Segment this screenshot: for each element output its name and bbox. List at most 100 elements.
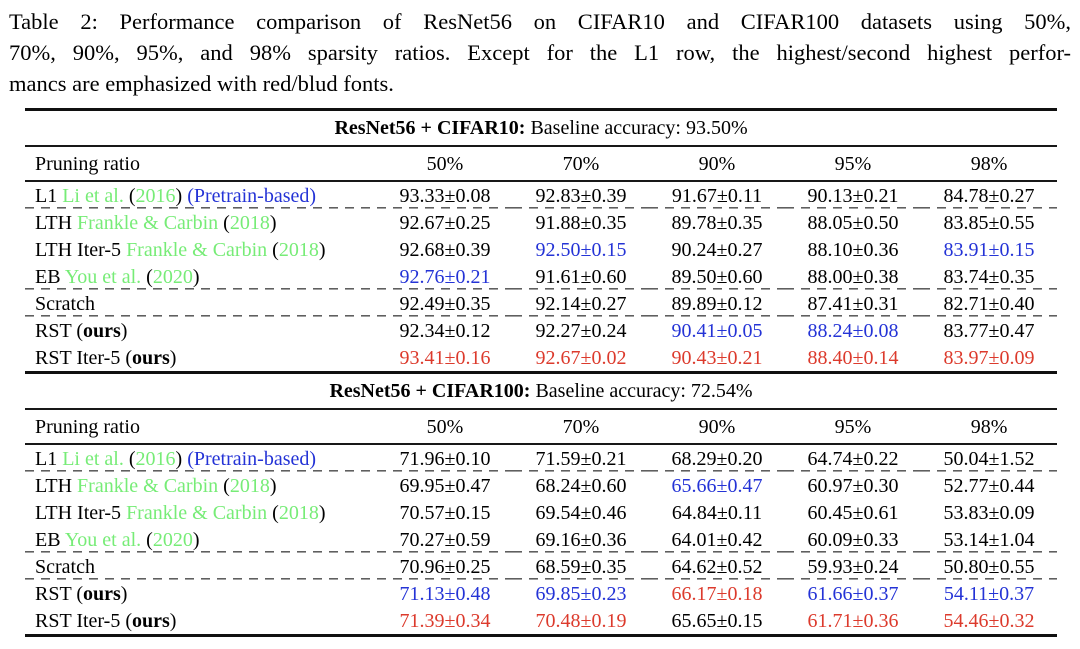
citation-link[interactable]: Frankle & Carbin — [126, 238, 268, 261]
row-label: L1 Li et al. (2016) (Pretrain-based) — [25, 181, 377, 209]
value-cell: 83.97±0.09 — [943, 346, 1035, 369]
row-label-part: ) — [192, 528, 200, 551]
value-cell: 71.13±0.48 — [399, 582, 491, 605]
table-row: L1 Li et al. (2016) (Pretrain-based) 71.9… — [25, 444, 1058, 472]
value-cell: 66.17±0.18 — [671, 582, 763, 605]
row-label-part: RST Iter-5 ( — [35, 346, 132, 369]
citation-link[interactable]: You et al. — [64, 528, 142, 551]
value-cell: 53.14±1.04 — [921, 526, 1058, 553]
value-cell: 88.05±0.50 — [807, 211, 899, 234]
citation-link[interactable]: 2018 — [229, 474, 270, 497]
column-header-row: Pruning ratio 50% 70% 90% 95% 98% — [25, 146, 1058, 182]
table-row: Scratch 70.96±0.25 68.59±0.35 64.62±0.52 59.… — [25, 553, 1058, 580]
value-cell: 90.24±0.27 — [671, 238, 763, 261]
sparsity-column-header: 98% — [921, 409, 1058, 445]
row-label: RST (ours) — [25, 317, 377, 344]
banner-dataset-label: ResNet56 + CIFAR10: — [334, 117, 526, 139]
row-label-part: ours — [82, 319, 121, 342]
value-cell: 54.46±0.32 — [943, 609, 1035, 632]
citation-link[interactable]: Li et al. — [62, 447, 124, 470]
citation-link[interactable]: 2020 — [152, 265, 193, 288]
value-cell: 71.96±0.10 — [377, 444, 513, 472]
row-label-part: ) — [169, 346, 177, 369]
row-label-part: ) — [192, 265, 200, 288]
row-label-part: ( — [218, 474, 230, 497]
banner-dataset-label: ResNet56 + CIFAR100: — [329, 380, 531, 402]
citation-link[interactable]: 2016 — [135, 447, 176, 470]
value-cell: 93.41±0.16 — [399, 346, 491, 369]
value-cell: 90.13±0.21 — [785, 181, 921, 209]
row-label-part: L1 — [35, 447, 63, 470]
value-cell: 65.66±0.47 — [671, 474, 763, 497]
value-cell: 70.57±0.15 — [399, 501, 491, 524]
value-cell: 93.33±0.08 — [377, 181, 513, 209]
row-label-part: Scratch — [35, 555, 95, 578]
row-label: RST (ours) — [25, 580, 377, 607]
row-label-part: LTH — [35, 474, 78, 497]
value-cell: 91.88±0.35 — [535, 211, 627, 234]
row-label-part: ( — [123, 447, 136, 470]
row-label-part: EB — [35, 528, 65, 551]
value-cell: 87.41±0.31 — [785, 290, 921, 317]
citation-link[interactable]: 2018 — [278, 501, 319, 524]
row-label-part: ) — [120, 319, 128, 342]
table-row: LTH Frankle & Carbin (2018) 69.95±0.47 68.… — [25, 472, 1057, 499]
pruning-ratio-label: Pruning ratio — [25, 146, 377, 182]
table-row: RST Iter-5 (ours) 93.41±0.16 92.67±0.02 90.… — [25, 344, 1057, 371]
table-row: RST (ours) 71.13±0.48 69.85±0.23 66.17±0.18… — [25, 580, 1057, 607]
citation-link[interactable]: Li et al. — [62, 184, 124, 207]
row-label-part: ( — [218, 211, 230, 234]
section-banner-cell: ResNet56 + CIFAR10: Baseline accuracy: 9… — [25, 111, 1058, 147]
row-label-part: ) — [120, 582, 128, 605]
sparsity-column-header: 98% — [921, 146, 1058, 182]
value-cell: 83.77±0.47 — [943, 319, 1035, 342]
value-cell: 83.74±0.35 — [921, 263, 1058, 290]
citation-link[interactable]: You et al. — [64, 265, 142, 288]
citation-link[interactable]: (Pretrain-based) — [187, 447, 317, 470]
caption-line-1: Table 2: Performance comparison of ResNe… — [9, 9, 1071, 34]
value-cell: 84.78±0.27 — [921, 181, 1058, 209]
row-label-part: ours — [82, 582, 121, 605]
value-cell: 54.11±0.37 — [943, 582, 1035, 605]
value-cell: 61.66±0.37 — [807, 582, 899, 605]
value-cell: 90.43±0.21 — [671, 346, 763, 369]
row-label-part: LTH Iter-5 — [35, 238, 127, 261]
value-cell: 89.78±0.35 — [671, 211, 763, 234]
citation-link[interactable]: 2018 — [229, 211, 270, 234]
value-cell: 92.67±0.02 — [535, 346, 627, 369]
value-cell: 88.00±0.38 — [785, 263, 921, 290]
section-table-1: ResNet56 + CIFAR10: Baseline accuracy: 9… — [25, 111, 1058, 371]
row-label: EB You et al. (2020) — [25, 263, 377, 290]
row-label-part: ( — [267, 501, 279, 524]
value-cell: 70.96±0.25 — [377, 553, 513, 580]
value-cell: 69.95±0.47 — [399, 474, 491, 497]
citation-link[interactable]: 2020 — [152, 528, 193, 551]
value-cell: 68.29±0.20 — [649, 444, 785, 472]
citation-link[interactable]: Frankle & Carbin — [126, 501, 268, 524]
caption-line-3: mancs are emphasized with red/blud fonts… — [9, 71, 394, 96]
row-label-part: ) — [175, 447, 188, 470]
value-cell: 91.61±0.60 — [513, 263, 649, 290]
row-label-part: EB — [35, 265, 65, 288]
value-cell: 70.27±0.59 — [377, 526, 513, 553]
citation-link[interactable]: Frankle & Carbin — [77, 474, 219, 497]
citation-link[interactable]: 2016 — [135, 184, 176, 207]
citation-link[interactable]: 2018 — [278, 238, 319, 261]
value-cell: 69.54±0.46 — [535, 501, 627, 524]
value-cell: 82.71±0.40 — [921, 290, 1058, 317]
citation-link[interactable]: Frankle & Carbin — [77, 211, 219, 234]
citation-link[interactable]: (Pretrain-based) — [187, 184, 317, 207]
pruning-ratio-label: Pruning ratio — [25, 409, 377, 445]
value-cell: 71.59±0.21 — [513, 444, 649, 472]
row-label: Scratch — [25, 553, 377, 580]
row-label: EB You et al. (2020) — [25, 526, 377, 553]
row-label: LTH Frankle & Carbin (2018) — [25, 472, 377, 499]
row-label-part: RST Iter-5 ( — [35, 609, 132, 632]
row-label: Scratch — [25, 290, 377, 317]
value-cell: 92.68±0.39 — [399, 238, 491, 261]
row-label-part: ) — [318, 238, 326, 261]
value-cell: 92.83±0.39 — [513, 181, 649, 209]
value-cell: 92.76±0.21 — [377, 263, 513, 290]
value-cell: 68.59±0.35 — [513, 553, 649, 580]
row-label-part: Scratch — [35, 292, 95, 315]
